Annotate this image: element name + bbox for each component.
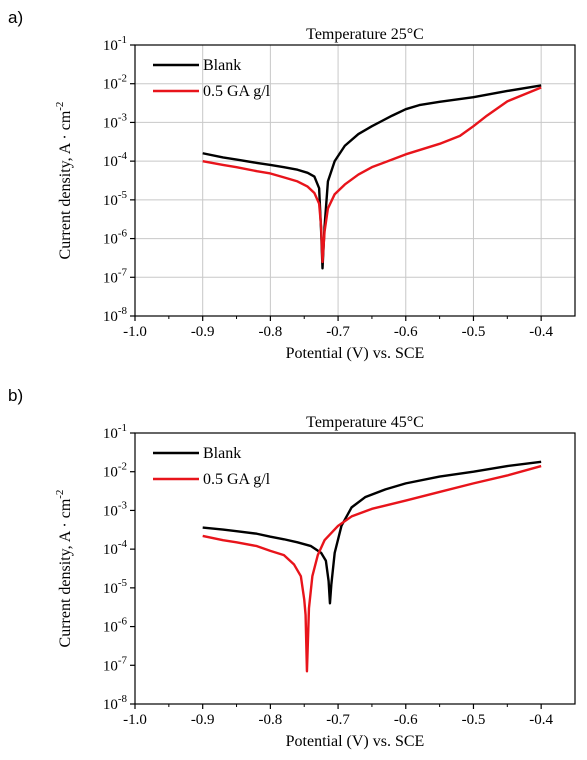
series-line-blank [202, 460, 542, 605]
panel-label-a: a) [8, 8, 24, 27]
y-tick-label: 10-1 [103, 34, 127, 54]
plot-frame [134, 432, 576, 705]
y-tick-label: 10-8 [103, 693, 128, 713]
y-tick-label: 10-6 [103, 616, 128, 636]
y-tick-label: 10-6 [103, 228, 128, 248]
y-tick-label: 10-4 [103, 538, 128, 558]
panel-label-b: b) [8, 386, 24, 405]
chart-panel-a: a) -1.0 -0.9 -0.8 -0.7 -0.6 -0.5 -0.4 10-8 10-7 1… [8, 8, 576, 362]
series-line-ga [202, 86, 542, 264]
y-tick-label: 10-2 [103, 461, 127, 481]
x-tick-label: -0.5 [462, 712, 486, 728]
x-tick-label: -1.0 [123, 324, 147, 340]
x-tick-label: -0.9 [191, 324, 215, 340]
y-tick-label: 10-7 [103, 654, 128, 674]
x-tick-label: -0.4 [529, 712, 553, 728]
legend-label-ga: 0.5 GA g/l [203, 471, 271, 488]
legend-label-blank: Blank [203, 57, 241, 74]
y-tick-label: 10-8 [103, 305, 128, 325]
x-tick-label: -0.6 [394, 324, 418, 340]
x-tick-label: -1.0 [123, 712, 147, 728]
chart-title: Temperature 25°C [306, 26, 424, 43]
x-tick-label: -0.8 [259, 712, 283, 728]
x-tick-label: -0.6 [394, 712, 418, 728]
x-axis-label: Potential (V) vs. SCE [286, 345, 425, 362]
legend-label-blank: Blank [203, 445, 241, 462]
chart-title: Temperature 45°C [306, 414, 424, 431]
legend: Blank 0.5 GA g/l [153, 445, 271, 488]
y-tick-label: 10-7 [103, 266, 128, 286]
y-tick-label: 10-4 [103, 150, 128, 170]
y-tick-label: 10-5 [103, 189, 128, 209]
grid [135, 45, 575, 316]
y-tick-label: 10-1 [103, 422, 127, 442]
chart-a-svg: -1.0 -0.9 -0.8 -0.7 -0.6 -0.5 -0.4 10-8 10-7 10-6… [54, 26, 576, 362]
chart-panel-b: b) -1.0 -0.9 -0.8 -0.7 -0.6 -0.5 -0.4 10-8 10-7 1… [0, 380, 587, 760]
y-tick-label: 10-2 [103, 73, 127, 93]
plot-frame [134, 44, 576, 317]
x-tick-label: -0.4 [529, 324, 553, 340]
legend: Blank 0.5 GA g/l [153, 57, 271, 100]
x-tick-label: -0.7 [326, 712, 350, 728]
series-line-ga [202, 464, 542, 673]
y-tick-label: 10-3 [103, 499, 128, 519]
y-axis-label: Current density, A · cm-2 [54, 102, 74, 260]
y-tick-label: 10-5 [103, 577, 128, 597]
legend-label-ga: 0.5 GA g/l [203, 83, 271, 100]
chart-b-svg: -1.0 -0.9 -0.8 -0.7 -0.6 -0.5 -0.4 10-8 10-7 10-6… [54, 414, 576, 750]
x-tick-label: -0.9 [191, 712, 215, 728]
x-axis-label: Potential (V) vs. SCE [286, 733, 425, 750]
x-tick-label: -0.5 [462, 324, 486, 340]
x-tick-label: -0.7 [326, 324, 350, 340]
y-tick-label: 10-3 [103, 111, 128, 131]
x-tick-label: -0.8 [259, 324, 283, 340]
y-axis-label: Current density, A · cm-2 [54, 490, 74, 648]
